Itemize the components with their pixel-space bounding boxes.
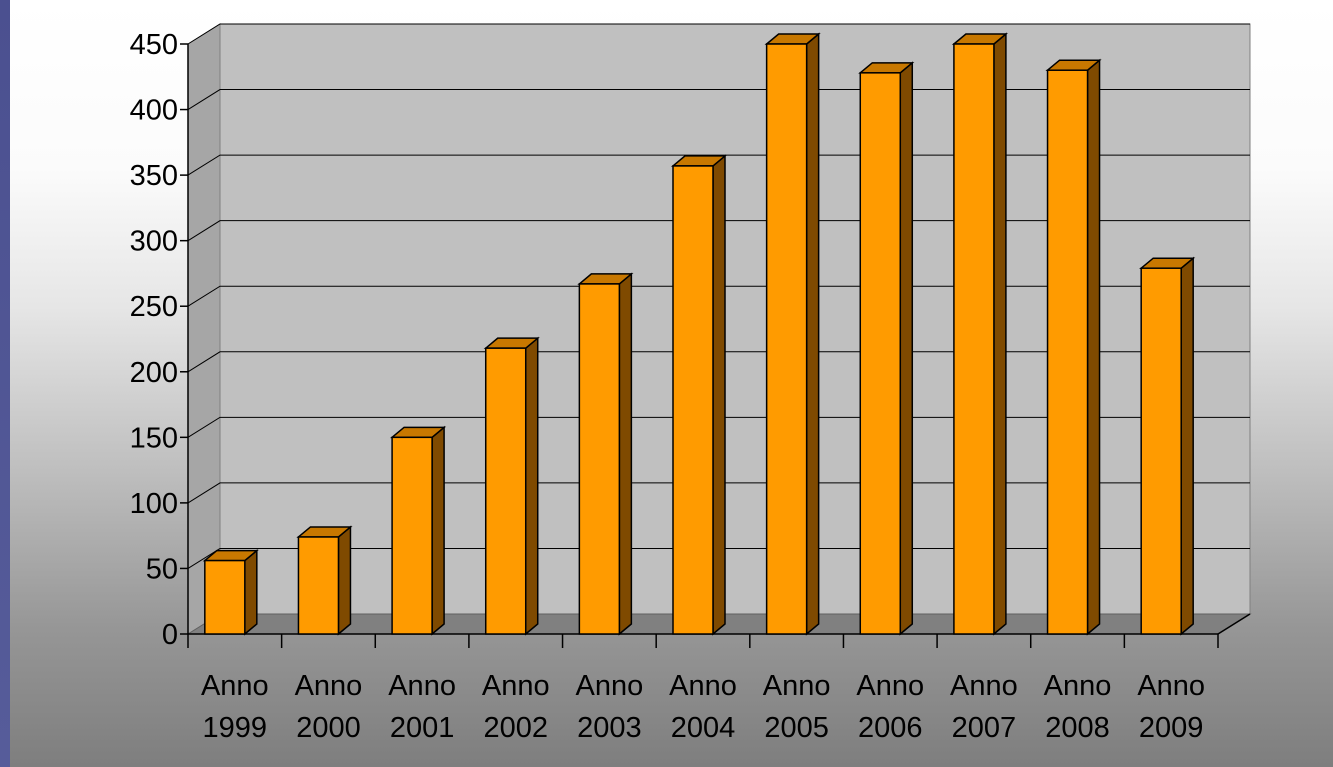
x-tick-label-line-1: Anno bbox=[669, 670, 737, 702]
bar-anno-2004 bbox=[670, 154, 728, 636]
x-tick-label-line-2: 2006 bbox=[858, 712, 923, 744]
bar-anno-2000 bbox=[296, 525, 353, 636]
x-tick-label-anno-2007: Anno 2007 bbox=[950, 670, 1018, 744]
x-tick-label-line-1: Anno bbox=[482, 670, 550, 702]
x-tick-label-line-2: 2001 bbox=[390, 712, 455, 744]
bar-front bbox=[765, 43, 808, 635]
bar-anno-1999 bbox=[202, 548, 259, 636]
bar-front bbox=[484, 347, 527, 635]
bar-anno-2002 bbox=[483, 336, 540, 636]
x-tick-label-line-2: 2009 bbox=[1139, 712, 1204, 744]
bar-front bbox=[953, 43, 995, 635]
gridline-450 bbox=[187, 23, 1250, 45]
bar-front bbox=[578, 283, 621, 635]
x-tick-label-anno-2006: Anno 2006 bbox=[856, 670, 924, 744]
y-tick-label-250: 250 bbox=[130, 291, 178, 323]
bar-side bbox=[712, 154, 726, 636]
bar-side bbox=[431, 425, 445, 636]
x-tick-label-anno-1999: Anno 1999 bbox=[201, 670, 269, 744]
bar-side bbox=[618, 272, 633, 636]
bar-side bbox=[1180, 256, 1194, 636]
y-axis-tick-labels: 0 50 100 150 200 250 300 350 400 450 bbox=[130, 29, 178, 651]
y-tick-label-0: 0 bbox=[162, 619, 178, 651]
x-tick-label-line-1: Anno bbox=[1137, 670, 1205, 702]
bar-side bbox=[524, 336, 539, 636]
x-tick-label-line-2: 1999 bbox=[203, 712, 268, 744]
bar-anno-2006 bbox=[858, 61, 915, 636]
bar-side bbox=[337, 525, 352, 636]
x-tick-label-line-1: Anno bbox=[575, 670, 643, 702]
bar-anno-2005 bbox=[764, 32, 821, 636]
bar-front bbox=[204, 559, 246, 635]
y-tick-label-100: 100 bbox=[130, 488, 178, 520]
bar-front bbox=[859, 72, 902, 635]
y-tick-label-200: 200 bbox=[130, 357, 178, 389]
bar-side bbox=[1086, 58, 1101, 636]
x-tick-label-line-1: Anno bbox=[763, 670, 831, 702]
bar-side bbox=[899, 61, 914, 636]
x-tick-label-anno-2001: Anno 2001 bbox=[388, 670, 456, 744]
bar-front bbox=[297, 536, 340, 635]
chart-panel: 0 50 100 150 200 250 300 350 400 450 Anno 1999 Anno… bbox=[10, 0, 1333, 767]
y-tick-label-400: 400 bbox=[130, 95, 178, 127]
bars bbox=[202, 32, 1196, 636]
x-tick-label-line-2: 2000 bbox=[296, 712, 361, 744]
x-tick-label-line-1: Anno bbox=[388, 670, 456, 702]
y-tick-label-350: 350 bbox=[130, 160, 178, 192]
x-tick-label-line-2: 2003 bbox=[577, 712, 642, 744]
y-tick-label-450: 450 bbox=[130, 29, 178, 61]
bar-front bbox=[391, 436, 433, 635]
y-tick-label-50: 50 bbox=[146, 553, 178, 585]
x-tick-label-line-2: 2005 bbox=[764, 712, 829, 744]
bar-front bbox=[1140, 267, 1182, 635]
x-tick-label-line-2: 2002 bbox=[483, 712, 548, 744]
bar-front bbox=[672, 165, 714, 635]
bar-side bbox=[993, 32, 1007, 636]
x-tick-label-anno-2005: Anno 2005 bbox=[763, 670, 831, 744]
x-tick-label-anno-2004: Anno 2004 bbox=[669, 670, 737, 744]
x-tick-label-anno-2000: Anno 2000 bbox=[295, 670, 363, 744]
bar-anno-2009 bbox=[1139, 256, 1196, 636]
x-tick-label-line-1: Anno bbox=[201, 670, 269, 702]
bar-anno-2001 bbox=[390, 425, 447, 636]
y-tick-label-150: 150 bbox=[130, 422, 178, 454]
x-tick-label-line-2: 2007 bbox=[952, 712, 1017, 744]
x-tick-label-line-1: Anno bbox=[856, 670, 924, 702]
side-wall bbox=[187, 23, 221, 635]
x-tick-label-anno-2009: Anno 2009 bbox=[1137, 670, 1205, 744]
x-axis-depth bbox=[1217, 613, 1251, 635]
bar-side bbox=[244, 548, 258, 636]
bar-front bbox=[1046, 69, 1089, 635]
x-axis-tick-labels: Anno 1999 Anno 2000 Anno 2001 Anno 2002 Anno 2003… bbox=[201, 670, 1205, 744]
bar-anno-2003 bbox=[577, 272, 634, 636]
x-tick-label-anno-2003: Anno 2003 bbox=[575, 670, 643, 744]
x-tick-label-line-2: 2008 bbox=[1045, 712, 1110, 744]
bar-side bbox=[805, 32, 820, 636]
bar-anno-2007 bbox=[951, 32, 1008, 636]
y-tick-label-300: 300 bbox=[130, 226, 178, 258]
x-tick-label-line-1: Anno bbox=[950, 670, 1018, 702]
x-tick-label-anno-2002: Anno 2002 bbox=[482, 670, 550, 744]
bar-anno-2008 bbox=[1045, 58, 1102, 636]
x-tick-label-anno-2008: Anno 2008 bbox=[1044, 670, 1112, 744]
x-tick-label-line-1: Anno bbox=[295, 670, 363, 702]
x-tick-label-line-2: 2004 bbox=[671, 712, 736, 744]
x-tick-label-line-1: Anno bbox=[1044, 670, 1112, 702]
